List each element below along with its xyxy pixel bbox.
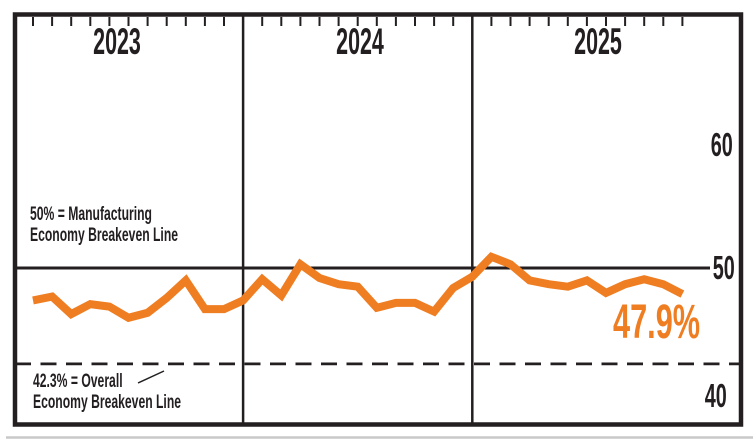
annotation-leader-line xyxy=(137,370,165,384)
y-axis-label-60: 60 xyxy=(710,126,733,163)
year-label-2024: 2024 xyxy=(336,21,384,62)
year-label-2025: 2025 xyxy=(574,21,622,62)
overall-breakeven-annotation-line2: Economy Breakeven Line xyxy=(33,392,182,413)
manufacturing-breakeven-annotation: 50% = Manufacturing Economy Breakeven Li… xyxy=(30,204,178,246)
manufacturing-breakeven-annotation-line1: 50% = Manufacturing xyxy=(30,204,152,225)
overall-breakeven-annotation-line1: 42.3% = Overall xyxy=(33,371,123,392)
year-label-2023: 2023 xyxy=(93,21,141,62)
y-axis-label-40: 40 xyxy=(704,377,727,414)
overall-breakeven-annotation: 42.3% = Overall Economy Breakeven Line xyxy=(33,371,181,413)
latest-value-label: 47.9% xyxy=(612,296,700,349)
y-axis-label-50: 50 xyxy=(712,249,735,286)
manufacturing-breakeven-annotation-line2: Economy Breakeven Line xyxy=(30,225,179,246)
plot-border xyxy=(12,12,744,427)
pmi-data-line xyxy=(32,252,685,323)
